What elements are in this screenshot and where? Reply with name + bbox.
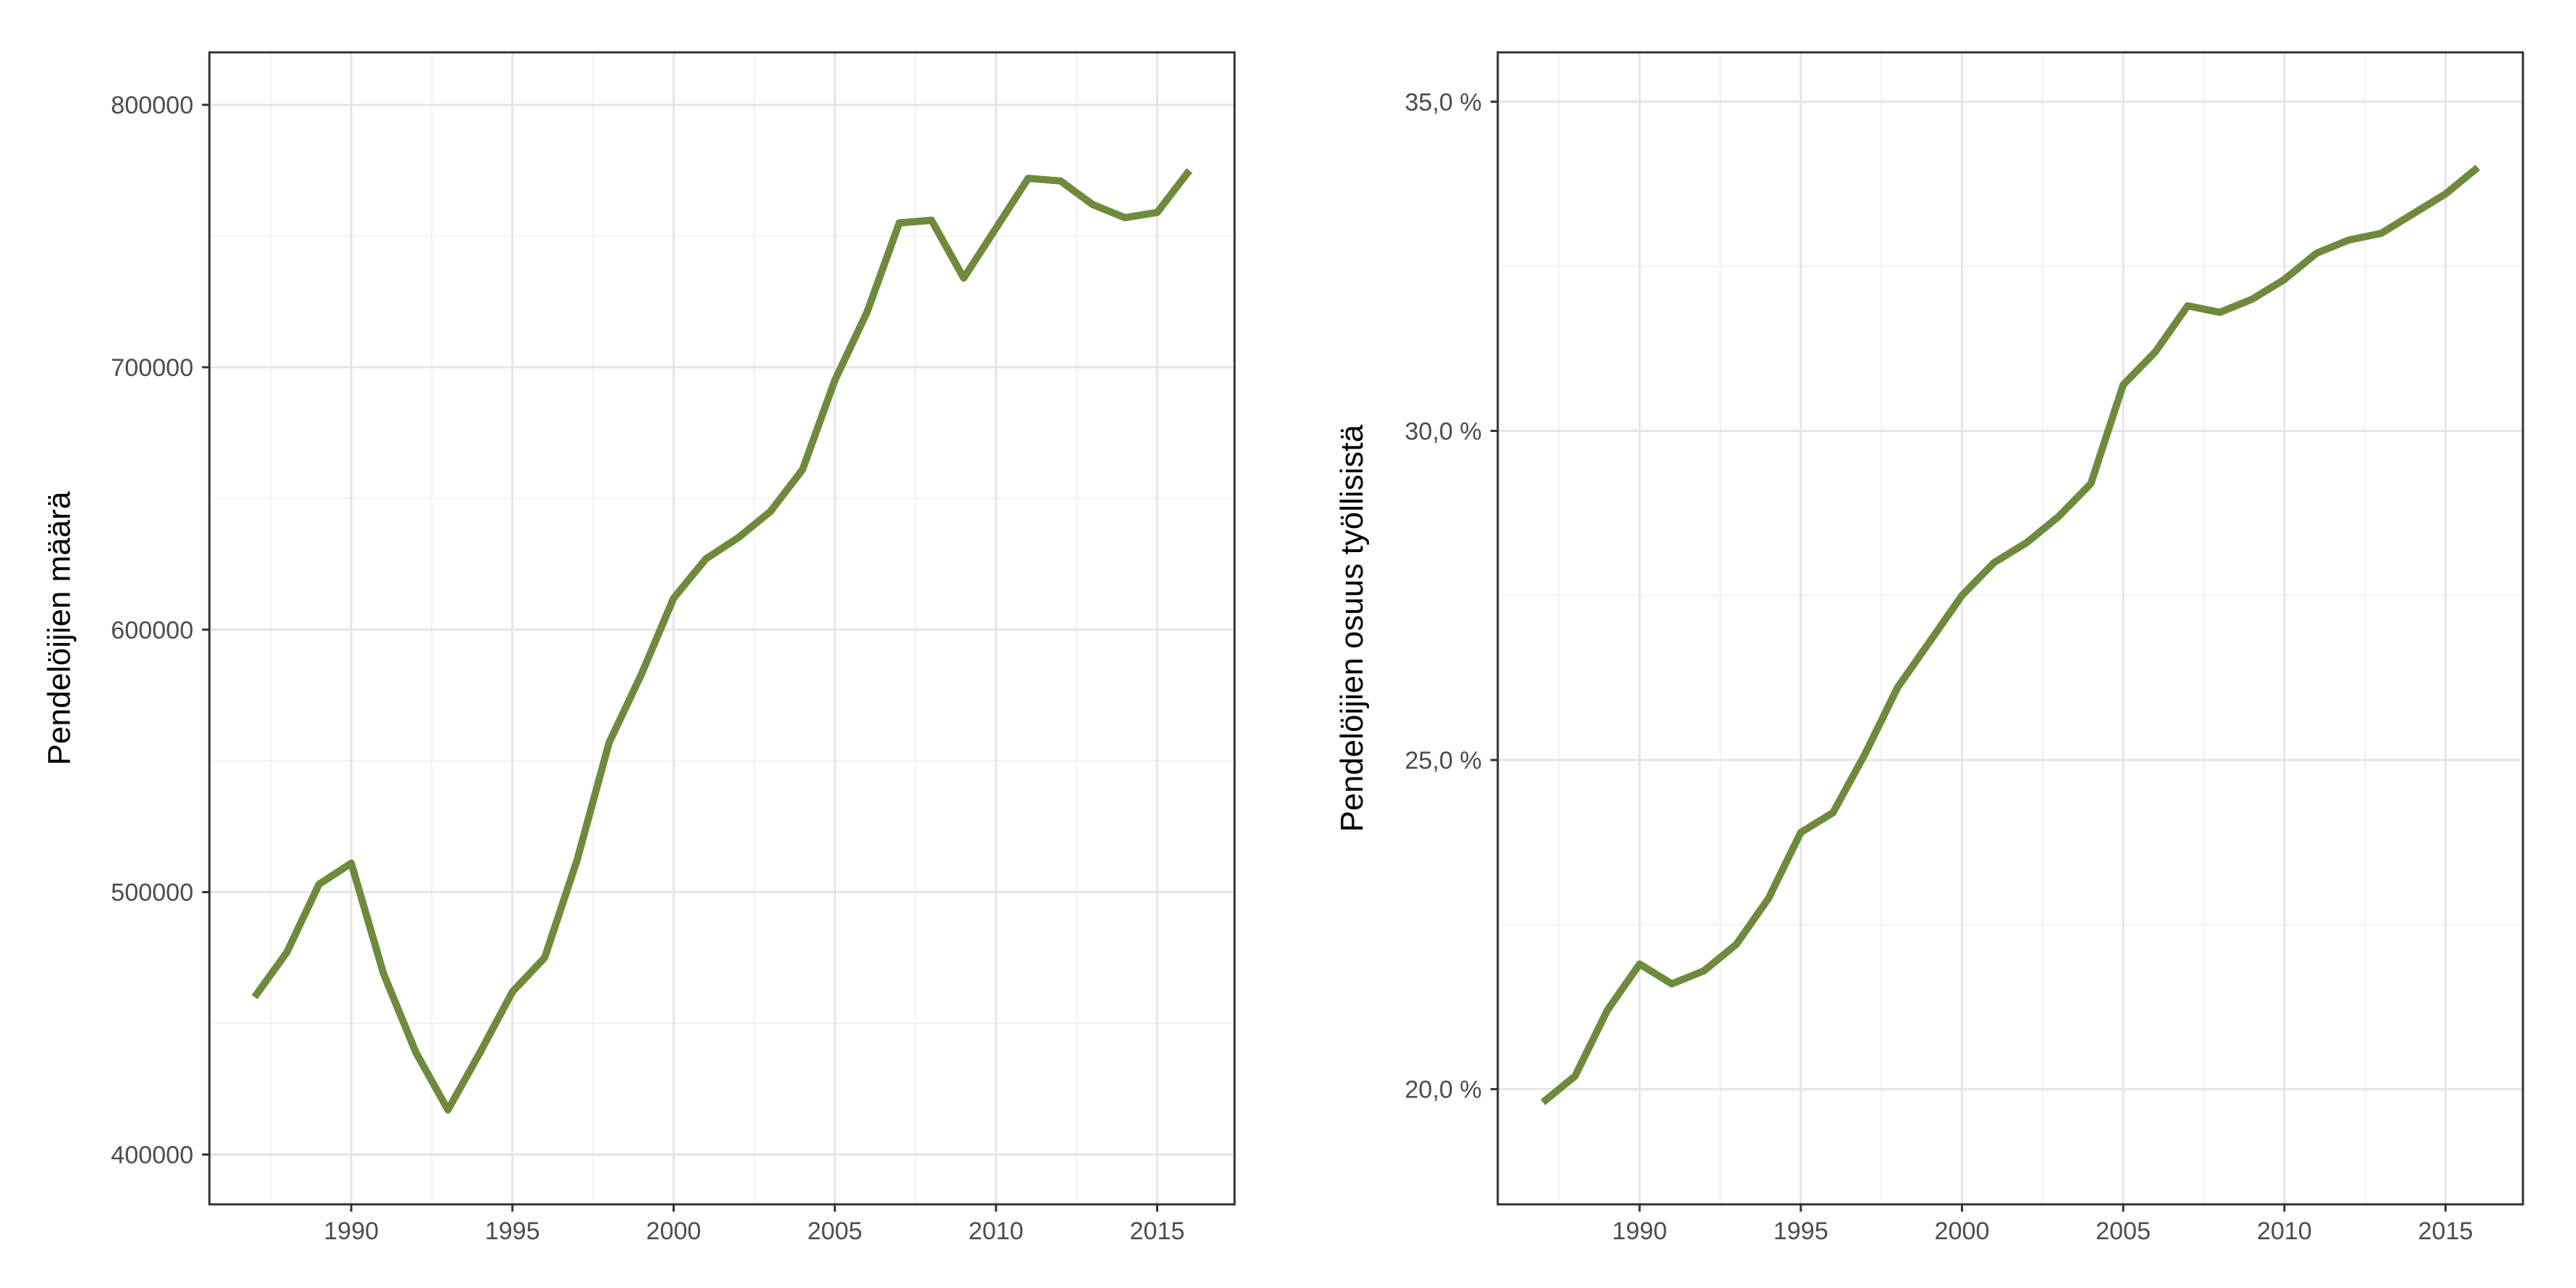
right-data-point-1993 xyxy=(1733,940,1740,948)
right-data-point-2007 xyxy=(2184,302,2191,309)
right-y-tick-label: 20,0 % xyxy=(1405,1076,1482,1104)
left-data-point-2015 xyxy=(1154,209,1161,216)
left-y-tick-label: 400000 xyxy=(111,1141,193,1169)
left-data-point-2009 xyxy=(960,274,968,281)
left-y-tick-label: 800000 xyxy=(111,92,193,119)
right-data-point-1996 xyxy=(1829,809,1837,816)
left-x-tick-label: 2005 xyxy=(807,1217,862,1245)
left-data-point-1998 xyxy=(606,739,613,746)
left-x-tick-label: 1990 xyxy=(324,1217,379,1245)
right-x-tick-label: 1995 xyxy=(1773,1217,1829,1245)
left-data-point-2011 xyxy=(1024,175,1032,182)
left-x-tick-label: 2000 xyxy=(646,1217,702,1245)
left-panel-border xyxy=(208,51,1236,1206)
right-data-point-1997 xyxy=(1861,750,1869,757)
left-data-point-1990 xyxy=(348,860,355,867)
right-data-point-1995 xyxy=(1797,829,1805,836)
right-y-tick-label: 25,0 % xyxy=(1405,747,1482,775)
right-data-point-2004 xyxy=(2087,480,2095,487)
left-data-point-1988 xyxy=(283,949,290,956)
left-data-point-2006 xyxy=(864,308,871,316)
right-data-point-1990 xyxy=(1636,961,1643,968)
left-plot-background xyxy=(209,52,1235,1204)
right-data-point-1988 xyxy=(1571,1072,1578,1079)
right-x-tick-label: 2010 xyxy=(2257,1217,2312,1245)
right-panel: 1990 1995 2000 2005 2010 2015 20,0 % 25,0 % 30,0… xyxy=(1334,51,2524,1245)
right-data-point-1989 xyxy=(1604,1007,1611,1014)
left-data-point-2013 xyxy=(1089,201,1096,208)
right-series-line xyxy=(1540,164,2481,1105)
left-panel: 1990 1995 2000 2005 2010 2015 400000 500000 6000… xyxy=(41,51,1236,1245)
right-data-point-1999 xyxy=(1926,638,1933,645)
left-y-axis-title: Pendelöijien määrä xyxy=(41,491,77,765)
right-data-point-2002 xyxy=(2023,539,2030,546)
right-data-point-2015 xyxy=(2442,191,2449,198)
right-data-point-2003 xyxy=(2055,513,2063,520)
left-data-point-1987 xyxy=(251,993,258,1001)
left-data-point-1993 xyxy=(444,1106,452,1113)
left-data-point-2005 xyxy=(831,377,838,384)
right-data-point-2001 xyxy=(1991,559,1998,566)
left-y-tick-label: 500000 xyxy=(111,879,193,907)
left-y-tick-label: 700000 xyxy=(111,354,193,382)
right-data-point-2006 xyxy=(2152,348,2159,356)
right-x-tick-label: 2015 xyxy=(2418,1217,2473,1245)
right-data-point-2000 xyxy=(1958,592,1965,599)
right-data-point-2009 xyxy=(2249,295,2256,303)
left-data-point-2007 xyxy=(896,220,903,227)
right-data-point-2011 xyxy=(2313,249,2320,257)
right-data-point-2014 xyxy=(2410,210,2417,217)
right-data-point-1987 xyxy=(1539,1099,1546,1106)
right-data-point-2010 xyxy=(2281,276,2288,283)
right-data-point-1992 xyxy=(1701,967,1708,975)
right-y-tick-label: 30,0 % xyxy=(1405,417,1482,445)
left-x-tick-label: 1995 xyxy=(485,1217,540,1245)
right-data-point-1991 xyxy=(1668,980,1675,988)
left-data-point-2004 xyxy=(799,466,806,473)
left-data-point-1994 xyxy=(476,1049,483,1056)
right-x-tick-label: 2000 xyxy=(1935,1217,1990,1245)
left-data-point-2016 xyxy=(1186,167,1193,174)
left-data-point-2001 xyxy=(702,555,710,562)
left-data-point-1997 xyxy=(573,857,580,864)
left-data-point-2010 xyxy=(992,225,1000,232)
left-data-point-1999 xyxy=(638,671,645,678)
right-x-tick-label: 1990 xyxy=(1612,1217,1667,1245)
left-data-point-1996 xyxy=(541,954,548,961)
left-data-point-1989 xyxy=(316,881,323,888)
left-y-tick-label: 600000 xyxy=(111,617,193,644)
left-x-tick-label: 2010 xyxy=(968,1217,1024,1245)
left-data-point-2012 xyxy=(1057,177,1064,185)
right-panel-border xyxy=(1496,51,2524,1206)
right-data-point-1994 xyxy=(1765,895,1772,902)
right-data-point-2016 xyxy=(2474,164,2481,171)
left-data-point-2008 xyxy=(928,217,935,224)
right-y-tick-label: 35,0 % xyxy=(1405,89,1482,116)
left-series-line xyxy=(252,168,1192,1114)
left-data-point-1992 xyxy=(412,1049,420,1056)
left-data-point-2014 xyxy=(1121,214,1128,221)
right-data-point-2008 xyxy=(2216,309,2223,316)
left-data-point-2000 xyxy=(670,595,677,602)
left-data-point-2002 xyxy=(734,535,742,542)
left-data-point-1995 xyxy=(509,988,516,996)
right-x-tick-label: 2005 xyxy=(2095,1217,2151,1245)
right-y-axis-title: Pendelöijien osuus työllisistä xyxy=(1334,424,1370,832)
left-data-point-2003 xyxy=(767,508,774,515)
right-data-point-2012 xyxy=(2346,236,2353,244)
right-data-point-1998 xyxy=(1894,684,1901,691)
right-data-point-2005 xyxy=(2119,381,2127,388)
left-data-point-1991 xyxy=(380,969,387,977)
left-x-tick-label: 2015 xyxy=(1130,1217,1185,1245)
right-data-point-2013 xyxy=(2378,230,2385,237)
right-plot-background xyxy=(1498,52,2523,1204)
